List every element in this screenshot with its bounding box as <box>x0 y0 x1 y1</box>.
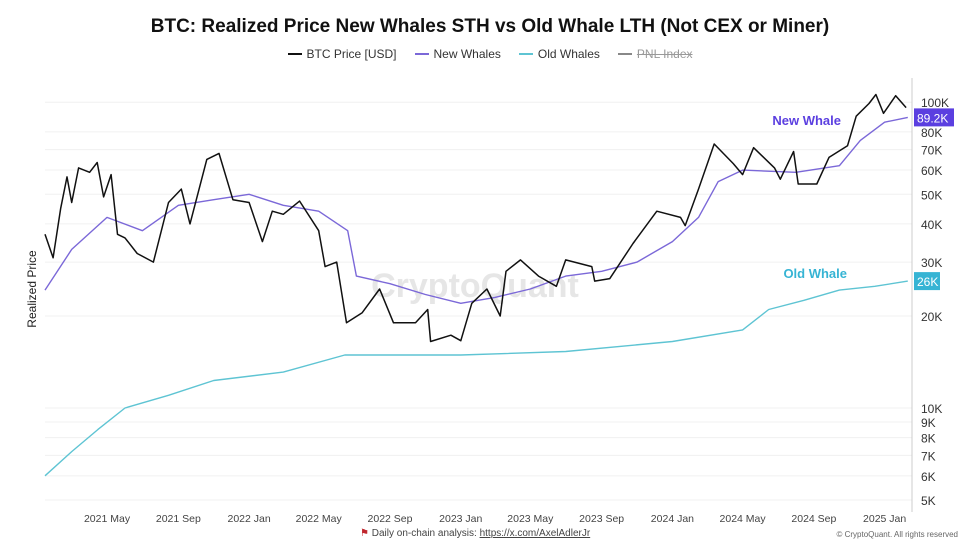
x-tick-label: 2025 Jan <box>863 513 906 525</box>
y-tick-label: 5K <box>921 494 936 508</box>
footer-link[interactable]: https://x.com/AxelAdlerJr <box>479 528 591 539</box>
y-tick-label: 30K <box>921 256 942 270</box>
legend: BTC Price [USD] New Whales Old Whales PN… <box>0 47 980 61</box>
x-tick-label: 2023 May <box>507 513 554 525</box>
end-label: 26K <box>917 275 938 289</box>
legend-swatch <box>617 53 632 55</box>
legend-label: New Whales <box>433 47 501 61</box>
legend-item-new-whales[interactable]: New Whales <box>414 47 501 61</box>
end-label-badge <box>914 108 954 127</box>
legend-label: Old Whales <box>537 47 600 61</box>
y-tick-label: 6K <box>921 470 936 484</box>
legend-item-pnl-index[interactable]: PNL Index <box>617 47 693 61</box>
legend-label: BTC Price [USD] <box>306 47 397 61</box>
x-tick-label: 2021 Sep <box>156 513 201 525</box>
series-line-old-whales <box>44 280 908 477</box>
x-tick-label: 2024 Jan <box>651 513 694 525</box>
series-line-btc-price-usd- <box>44 93 907 343</box>
end-label-badge <box>914 272 940 291</box>
y-tick-label: 100K <box>921 96 949 110</box>
footer-text: Daily on-chain analysis: <box>371 528 480 539</box>
y-tick-label: 80K <box>921 126 942 140</box>
legend-swatch <box>287 53 302 55</box>
x-tick-label: 2022 Sep <box>368 513 413 525</box>
x-tick-label: 2023 Sep <box>579 513 624 525</box>
end-label: 89.2K <box>917 111 948 125</box>
y-tick-label: 70K <box>921 144 942 158</box>
x-tick-label: 2022 May <box>296 513 343 525</box>
y-tick-label: 20K <box>921 310 942 324</box>
y-tick-label: 60K <box>921 164 942 178</box>
chart-title: BTC: Realized Price New Whales STH vs Ol… <box>150 16 830 37</box>
legend-label: PNL Index <box>636 47 693 61</box>
footer: ⚑ Daily on-chain analysis: https://x.com… <box>360 528 590 539</box>
legend-item-btc[interactable]: BTC Price [USD] <box>287 47 397 61</box>
x-tick-label: 2024 May <box>720 513 767 525</box>
y-tick-label: 8K <box>921 432 936 446</box>
watermark: CryptoQuant <box>371 267 579 305</box>
x-tick-label: 2023 Jan <box>439 513 482 525</box>
copyright: © CryptoQuant. All rights reserved <box>836 530 959 539</box>
y-tick-label: 9K <box>921 416 936 430</box>
x-tick-label: 2022 Jan <box>228 513 271 525</box>
flag-icon: ⚑ <box>360 528 369 539</box>
y-tick-label: 7K <box>921 449 936 463</box>
legend-swatch <box>518 53 533 55</box>
y-tick-label: 10K <box>921 402 942 416</box>
legend-item-old-whales[interactable]: Old Whales <box>518 47 600 61</box>
x-tick-label: 2024 Sep <box>791 513 836 525</box>
y-tick-label: 50K <box>921 188 942 202</box>
x-tick-label: 2021 May <box>84 513 131 525</box>
y-tick-label: 40K <box>921 218 942 232</box>
annotation-new-whale: New Whale <box>772 113 841 128</box>
legend-swatch <box>414 53 429 55</box>
annotation-old-whale: Old Whale <box>783 266 847 281</box>
